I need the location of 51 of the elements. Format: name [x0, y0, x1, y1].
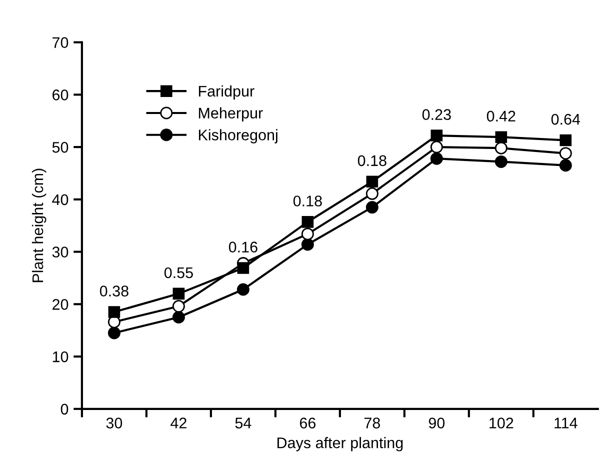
point: [301, 238, 314, 251]
point: [172, 300, 185, 312]
annotation: 0.16: [228, 242, 258, 252]
point: [366, 176, 378, 188]
annotation: 0.55: [164, 267, 193, 278]
annotation: 0.23: [422, 109, 451, 120]
point: [494, 142, 508, 154]
point: [495, 131, 508, 143]
x-tick-label: 54: [235, 418, 252, 428]
point: [430, 130, 443, 142]
point: [494, 155, 508, 168]
point: [302, 216, 314, 228]
annotation: 0.18: [293, 196, 322, 206]
x-tick-label: 30: [106, 418, 122, 428]
point: [108, 306, 120, 318]
point: [236, 283, 250, 296]
x-tick-label: 102: [490, 418, 514, 428]
annotation: 0.38: [100, 286, 128, 296]
legend-label: Kishoregonj: [198, 129, 278, 144]
y-tick-label: 0: [60, 404, 68, 415]
y-tick-label: 70: [52, 37, 68, 48]
x-tick-label: 114: [554, 418, 578, 428]
y-tick-label: 50: [52, 142, 68, 153]
legend-label: Faridpur: [198, 85, 254, 100]
x-axis-title: Days after planting: [277, 437, 403, 452]
point: [301, 228, 314, 240]
x-tick-label: 66: [300, 418, 316, 428]
point: [237, 262, 250, 274]
point: [366, 187, 378, 200]
annotation: 0.18: [358, 155, 386, 166]
point: [366, 201, 378, 214]
annotation: 0.64: [551, 114, 580, 125]
point: [559, 159, 572, 172]
point: [172, 311, 185, 324]
y-tick-label: 40: [52, 194, 68, 206]
legend-label: Meherpur: [198, 107, 263, 122]
point: [559, 147, 572, 160]
x-tick-label: 42: [170, 418, 186, 428]
point: [430, 140, 443, 154]
x-tick-label: 78: [364, 418, 380, 428]
x-tick-label: 90: [428, 418, 445, 428]
y-axis-title: Plant height (cm): [32, 168, 46, 282]
y-tick-label: 20: [52, 299, 68, 310]
y-tick-label: 30: [52, 246, 68, 258]
point: [430, 152, 443, 165]
point: [108, 326, 120, 340]
y-tick-label: 60: [52, 90, 68, 100]
point: [172, 288, 185, 300]
y-tick-label: 10: [52, 351, 68, 362]
point: [560, 134, 572, 146]
annotation: 0.42: [486, 110, 516, 122]
